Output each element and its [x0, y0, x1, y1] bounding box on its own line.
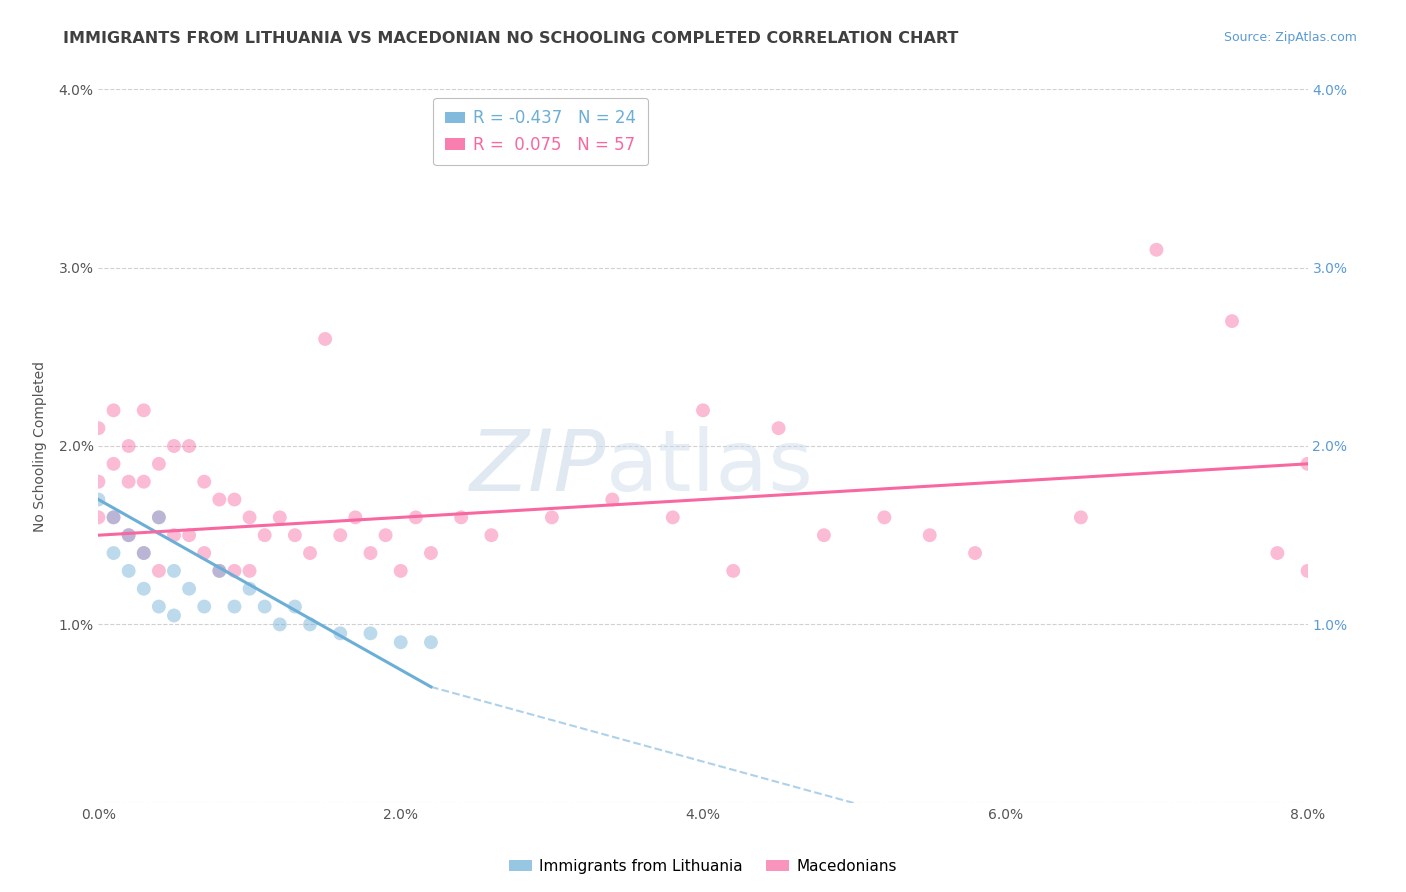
Point: [87, 492, 110, 507]
Point: [118, 475, 141, 489]
Point: [239, 564, 262, 578]
Point: [269, 617, 291, 632]
Point: [602, 492, 624, 507]
Point: [1267, 546, 1289, 560]
Point: [132, 582, 155, 596]
Point: [224, 599, 246, 614]
Point: [1146, 243, 1168, 257]
Legend: Immigrants from Lithuania, Macedonians: Immigrants from Lithuania, Macedonians: [503, 853, 903, 880]
Point: [239, 510, 262, 524]
Point: [208, 564, 231, 578]
Point: [450, 510, 472, 524]
Point: [768, 421, 790, 435]
Point: [1070, 510, 1092, 524]
Point: [299, 617, 322, 632]
Point: [965, 546, 987, 560]
Point: [132, 546, 155, 560]
Point: [148, 510, 170, 524]
Point: [1296, 457, 1319, 471]
Point: [314, 332, 336, 346]
Point: [299, 546, 322, 560]
Point: [179, 582, 201, 596]
Point: [540, 510, 562, 524]
Point: [193, 599, 215, 614]
Point: [224, 564, 246, 578]
Point: [284, 599, 307, 614]
Legend: R = -0.437   N = 24, R =  0.075   N = 57: R = -0.437 N = 24, R = 0.075 N = 57: [433, 97, 648, 165]
Point: [163, 439, 186, 453]
Point: [148, 564, 170, 578]
Point: [103, 546, 125, 560]
Point: [87, 421, 110, 435]
Point: [103, 403, 125, 417]
Point: [163, 608, 186, 623]
Point: [374, 528, 396, 542]
Point: [360, 546, 382, 560]
Point: [269, 510, 291, 524]
Point: [103, 510, 125, 524]
Point: [87, 510, 110, 524]
Point: [224, 492, 246, 507]
Point: [163, 528, 186, 542]
Point: [148, 457, 170, 471]
Point: [420, 546, 443, 560]
Point: [148, 510, 170, 524]
Point: [193, 475, 215, 489]
Point: [148, 599, 170, 614]
Point: [692, 403, 714, 417]
Point: [873, 510, 896, 524]
Point: [420, 635, 443, 649]
Point: [253, 599, 276, 614]
Point: [329, 528, 352, 542]
Point: [208, 564, 231, 578]
Point: [389, 635, 412, 649]
Point: [360, 626, 382, 640]
Point: [118, 439, 141, 453]
Point: [179, 439, 201, 453]
Point: [118, 528, 141, 542]
Point: [208, 492, 231, 507]
Point: [87, 475, 110, 489]
Point: [193, 546, 215, 560]
Point: [118, 528, 141, 542]
Point: [329, 626, 352, 640]
Point: [284, 528, 307, 542]
Point: [179, 528, 201, 542]
Point: [163, 564, 186, 578]
Point: [118, 564, 141, 578]
Point: [661, 510, 683, 524]
Point: [723, 564, 745, 578]
Point: [813, 528, 835, 542]
Text: Source: ZipAtlas.com: Source: ZipAtlas.com: [1223, 31, 1357, 45]
Point: [132, 403, 155, 417]
Point: [103, 457, 125, 471]
Point: [405, 510, 427, 524]
Point: [1296, 564, 1319, 578]
Point: [103, 510, 125, 524]
Text: IMMIGRANTS FROM LITHUANIA VS MACEDONIAN NO SCHOOLING COMPLETED CORRELATION CHART: IMMIGRANTS FROM LITHUANIA VS MACEDONIAN …: [63, 31, 959, 46]
Text: ZIP: ZIP: [470, 425, 606, 509]
Y-axis label: No Schooling Completed: No Schooling Completed: [34, 360, 48, 532]
Point: [389, 564, 412, 578]
Point: [253, 528, 276, 542]
Text: atlas: atlas: [606, 425, 814, 509]
Point: [344, 510, 367, 524]
Point: [132, 475, 155, 489]
Point: [132, 546, 155, 560]
Point: [1220, 314, 1243, 328]
Point: [481, 528, 503, 542]
Point: [239, 582, 262, 596]
Point: [918, 528, 941, 542]
